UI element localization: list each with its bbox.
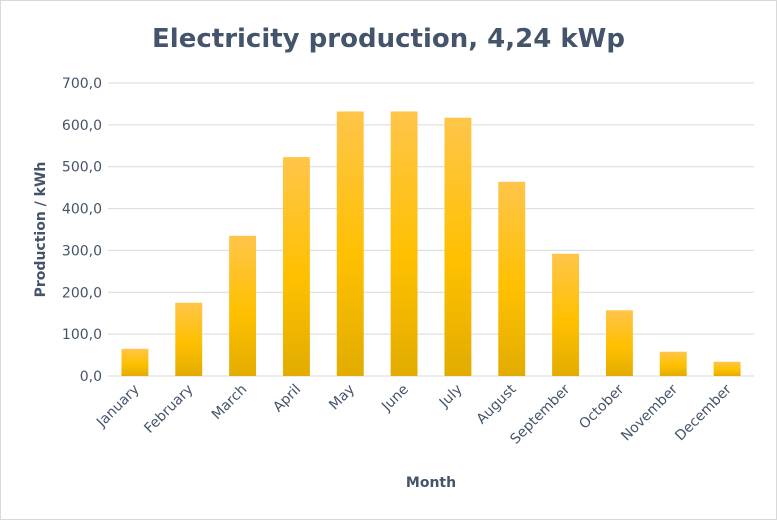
bar-august xyxy=(498,181,526,376)
bar-april xyxy=(282,157,310,376)
y-axis-title: Production / kWh xyxy=(33,162,49,298)
y-tick-label: 500,0 xyxy=(62,160,102,176)
y-tick-label: 200,0 xyxy=(62,285,102,301)
x-tick-label: June xyxy=(378,382,412,416)
y-tick-label: 600,0 xyxy=(62,118,102,134)
x-tick-label: April xyxy=(270,382,304,416)
bar-october xyxy=(605,310,633,376)
bar-september xyxy=(552,253,580,376)
x-tick-label: January xyxy=(93,382,143,432)
chart-title: Electricity production, 4,24 kWp xyxy=(152,24,625,54)
x-tick-label: March xyxy=(209,382,250,423)
bar-june xyxy=(390,111,418,376)
y-tick-label: 400,0 xyxy=(62,202,102,218)
x-tick-label: February xyxy=(141,382,196,437)
bar-november xyxy=(659,351,687,376)
x-tick-label: November xyxy=(618,381,681,444)
x-tick-label: August xyxy=(474,381,520,427)
bar-january xyxy=(121,348,149,376)
y-tick-label: 300,0 xyxy=(62,243,102,259)
bar-march xyxy=(229,235,257,376)
x-tick-label: December xyxy=(672,381,735,444)
bar-july xyxy=(444,117,472,377)
x-tick-label: October xyxy=(576,381,627,432)
x-tick-label: July xyxy=(436,382,466,412)
x-axis-title: Month xyxy=(406,475,456,491)
bar-february xyxy=(175,302,203,376)
bars xyxy=(121,111,741,377)
bar-may xyxy=(336,111,364,376)
x-tick-label: May xyxy=(326,382,358,414)
y-tick-labels: 0,0 100,0 200,0 300,0 400,0 500,0 600,0 700,0 xyxy=(62,76,102,385)
y-tick-label: 700,0 xyxy=(62,76,102,92)
gridlines xyxy=(108,82,754,377)
y-tick-label: 0,0 xyxy=(80,369,102,385)
bar-december xyxy=(713,361,741,376)
y-tick-label: 100,0 xyxy=(62,327,102,343)
